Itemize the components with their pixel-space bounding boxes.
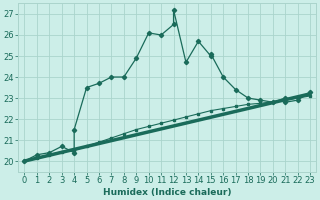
- X-axis label: Humidex (Indice chaleur): Humidex (Indice chaleur): [103, 188, 232, 197]
